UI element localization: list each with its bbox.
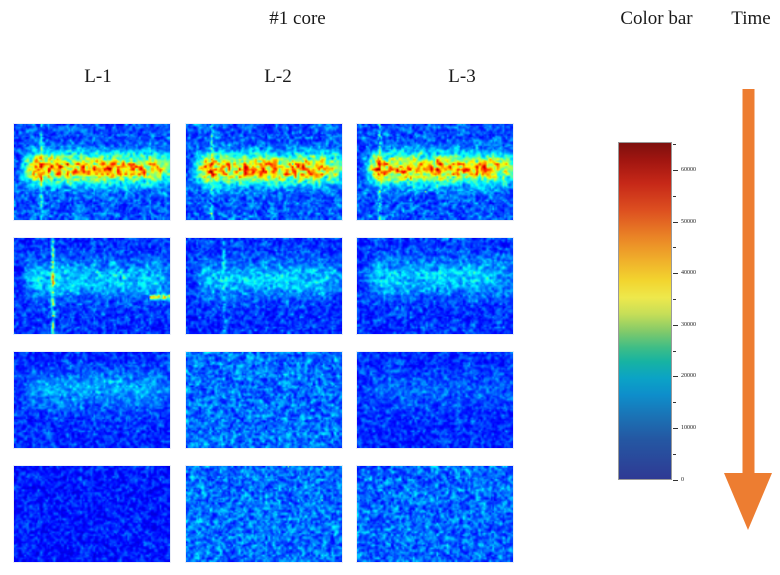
figure-title: #1 core [269,8,326,29]
colorbar-tick [673,350,676,352]
heatmap-panel [185,465,343,563]
colorbar-tick [673,402,676,404]
colorbar-tick-label: 40000 [681,270,696,277]
colorbar-tick [673,298,676,300]
colorbar-wrap: 0 10000 20000 30000 40000 50000 60000 [618,142,748,483]
colorbar-tick [673,221,678,223]
heatmap-panel [356,351,514,449]
colorbar-tick [673,144,676,146]
colorbar-tick [673,453,676,455]
heatmap-panel [185,237,343,335]
colorbar-tick [673,247,676,249]
colorbar [618,142,672,480]
heatmap-panel [13,465,171,563]
heatmap-panel [185,351,343,449]
time-title: Time [731,8,771,29]
colorbar-tick-label: 60000 [681,167,696,174]
colorbar-tick [673,273,678,275]
time-arrow-icon [724,89,772,530]
colorbar-tick-label: 30000 [681,321,696,328]
heatmap-panel [356,123,514,221]
colorbar-title: Color bar [620,8,693,29]
colorbar-tick-label: 10000 [681,424,696,431]
colorbar-tick-label: 20000 [681,373,696,380]
heatmap-panel [185,123,343,221]
colorbar-tick [673,170,678,172]
column-label-l3: L-3 [448,66,476,87]
column-label-l1: L-1 [84,66,112,87]
colorbar-tick [673,479,678,481]
colorbar-tick-label: 50000 [681,218,696,225]
colorbar-tick-label: 0 [681,476,684,483]
colorbar-tick [673,324,678,326]
heatmap-panel [13,123,171,221]
colorbar-tick [673,195,676,197]
heatmap-panel [13,237,171,335]
heatmap-panel [13,351,171,449]
heatmap-panel [356,237,514,335]
colorbar-tick [673,427,678,429]
colorbar-tick [673,376,678,378]
heatmap-panel [356,465,514,563]
column-label-l2: L-2 [264,66,292,87]
